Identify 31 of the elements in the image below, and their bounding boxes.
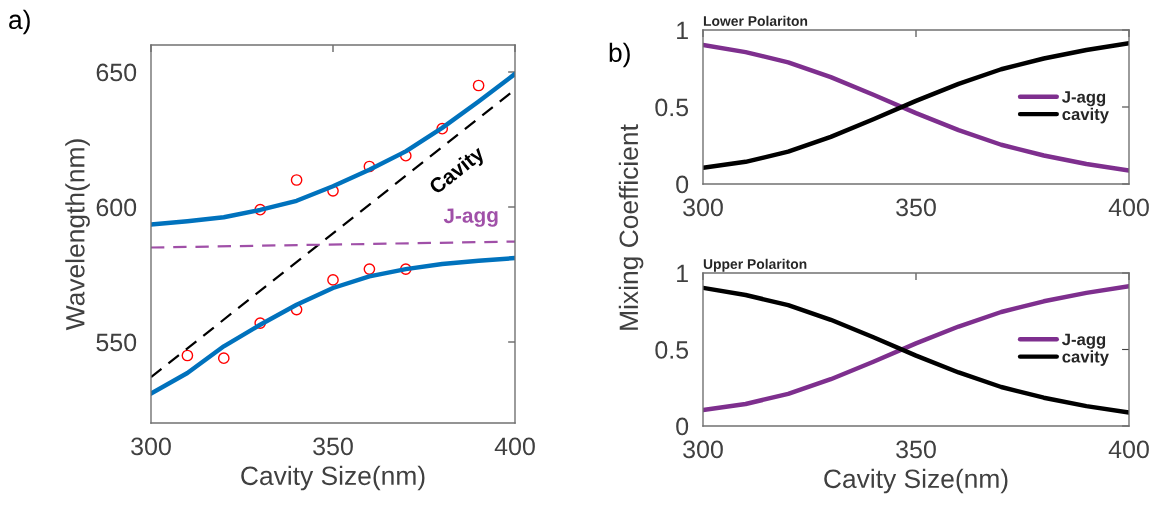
chart-title: Upper Polariton bbox=[703, 258, 807, 272]
x-tick-label: 400 bbox=[494, 437, 535, 456]
y-tick-label: 650 bbox=[96, 63, 137, 82]
series-label: J-agg bbox=[443, 207, 498, 228]
y-axis-title: Wavelength(nm) bbox=[65, 139, 90, 331]
y-tick-label: 0.5 bbox=[655, 98, 689, 117]
y-tick-label: 550 bbox=[96, 333, 137, 352]
text: b) bbox=[609, 42, 630, 68]
y-axis-title: Mixing Coefficient bbox=[618, 124, 644, 330]
x-tick-label: 300 bbox=[131, 437, 171, 456]
x-tick-label: 350 bbox=[896, 440, 936, 459]
x-axis-title: Cavity Size(nm) bbox=[824, 468, 1008, 494]
x-tick-label: 300 bbox=[683, 198, 723, 217]
y-tick-label: 0.5 bbox=[655, 341, 689, 359]
x-tick-label: 300 bbox=[683, 440, 723, 459]
y-tick-label: 600 bbox=[96, 198, 137, 217]
x-axis-title: Cavity Size(nm) bbox=[241, 465, 425, 491]
x-tick-label: 350 bbox=[313, 437, 353, 456]
x-tick-label: 350 bbox=[896, 198, 936, 217]
x-tick-label: 400 bbox=[1108, 198, 1149, 217]
y-tick-label: 1 bbox=[677, 21, 688, 40]
legend-label: J-agg bbox=[1062, 333, 1106, 349]
y-tick-label: 0 bbox=[676, 175, 689, 194]
x-tick-label: 400 bbox=[1108, 440, 1149, 459]
chart-title: Lower Polariton bbox=[703, 15, 808, 26]
legend-label: cavity bbox=[1062, 107, 1109, 124]
legend-label: cavity bbox=[1062, 350, 1109, 366]
y-tick-label: 0 bbox=[676, 417, 689, 436]
legend-label: J-agg bbox=[1062, 91, 1106, 107]
text: a) bbox=[9, 9, 30, 35]
y-tick-label: 1 bbox=[677, 264, 688, 283]
